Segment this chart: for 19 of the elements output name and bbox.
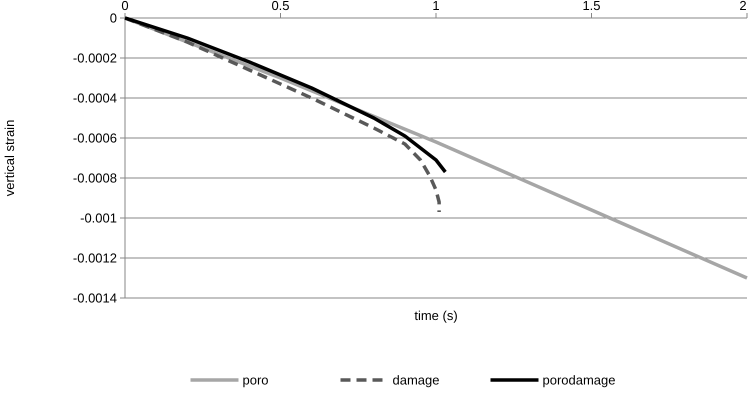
y-axis-title: vertical strain	[2, 120, 17, 196]
legend-label: poro	[242, 372, 269, 388]
x-tick-label: 2	[739, 0, 747, 13]
x-tick-label: 1.5	[582, 0, 601, 13]
x-tick-label: 0.5	[271, 0, 290, 13]
y-tick-label: 0	[110, 10, 117, 26]
y-tick-label: -0.0008	[72, 170, 117, 186]
y-tick-label: -0.0004	[72, 90, 117, 106]
x-tick-label: 0	[121, 0, 129, 13]
x-axis-title: time (s)	[414, 308, 458, 323]
y-tick-label: -0.0006	[72, 130, 117, 146]
legend-label: damage	[392, 372, 440, 388]
y-tick-label: -0.0014	[72, 290, 117, 306]
legend-label: porodamage	[542, 372, 616, 388]
x-tick-label: 1	[432, 0, 440, 13]
y-tick-label: -0.0012	[72, 250, 117, 266]
y-tick-label: -0.001	[80, 210, 117, 226]
y-tick-label: -0.0002	[72, 50, 117, 66]
line-series	[123, 16, 448, 174]
